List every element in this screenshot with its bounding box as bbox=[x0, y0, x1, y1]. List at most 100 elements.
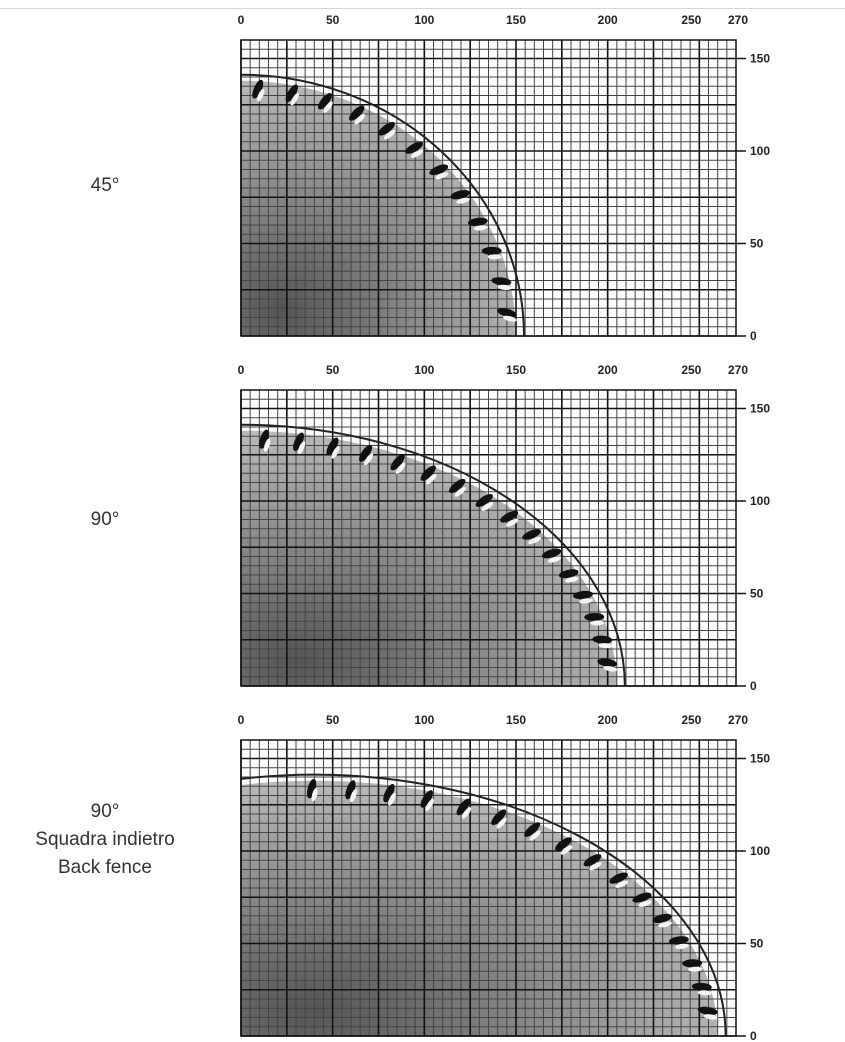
blade-tooth bbox=[541, 548, 562, 559]
blade-tooth-highlight bbox=[461, 807, 472, 819]
blade-tooth bbox=[349, 105, 365, 121]
angle-label: 90° Squadra indietro Back fence bbox=[0, 798, 210, 882]
x-tick-label: 250 bbox=[681, 713, 701, 727]
blade-tooth bbox=[500, 510, 519, 523]
x-tick-label: 200 bbox=[598, 713, 618, 727]
blade-tooth bbox=[669, 936, 689, 945]
blade-tooth-highlight bbox=[529, 830, 541, 841]
x-tick-label: 100 bbox=[414, 713, 434, 727]
x-tick-label: 100 bbox=[414, 363, 434, 377]
x-tick-label: 50 bbox=[326, 713, 340, 727]
blade-tooth bbox=[491, 277, 512, 286]
x-tick-label: 100 bbox=[414, 13, 434, 27]
x-tick-label: 0 bbox=[238, 713, 245, 727]
blade-tooth bbox=[450, 190, 470, 200]
blade-tooth bbox=[592, 635, 613, 644]
angle-label-line: Back fence bbox=[58, 857, 152, 878]
blade-tooth-highlight bbox=[263, 438, 271, 452]
x-tick-label: 150 bbox=[506, 13, 526, 27]
blade-tooth-highlight bbox=[473, 225, 488, 231]
angle-label-line: 90° bbox=[90, 801, 120, 822]
blade-tooth bbox=[609, 872, 628, 884]
blade-tooth bbox=[345, 780, 356, 800]
blade-tooth-highlight bbox=[331, 446, 340, 459]
blade-tooth-highlight bbox=[674, 943, 689, 950]
blade-teeth bbox=[306, 778, 718, 1020]
cut-limit-arc bbox=[240, 773, 727, 1037]
blade-tooth-highlight bbox=[481, 502, 494, 511]
y-tick-label: 50 bbox=[750, 587, 764, 601]
blade-tooth bbox=[429, 164, 449, 176]
blade-tooth-highlight bbox=[503, 315, 517, 322]
x-tick-label: 50 bbox=[326, 13, 340, 27]
blade-tooth bbox=[405, 141, 424, 154]
blade-tooth bbox=[573, 590, 593, 600]
blade-tooth-highlight bbox=[388, 792, 396, 806]
blade-teeth bbox=[259, 429, 618, 672]
blade-tooth-highlight bbox=[395, 462, 406, 474]
blade-tooth bbox=[652, 913, 672, 923]
blade-tooth bbox=[491, 809, 507, 826]
top-divider bbox=[0, 8, 845, 9]
y-tick-label: 100 bbox=[750, 144, 770, 158]
blade-tooth-highlight bbox=[425, 473, 437, 485]
blade-tooth-highlight bbox=[564, 576, 579, 583]
blade-tooth bbox=[449, 478, 466, 493]
blade-tooth-highlight bbox=[456, 197, 470, 204]
blade-tooth bbox=[558, 569, 579, 579]
blade-tooth bbox=[475, 494, 493, 507]
blade-tooth-highlight bbox=[528, 536, 542, 544]
x-tick-label: 150 bbox=[506, 363, 526, 377]
blade-tooth bbox=[456, 798, 471, 816]
blade-tooth-highlight bbox=[323, 101, 333, 113]
y-tick-label: 150 bbox=[750, 402, 770, 416]
blade-tooth bbox=[697, 1006, 718, 1016]
x-tick-label: 250 bbox=[681, 363, 701, 377]
y-tick-label: 50 bbox=[750, 937, 764, 951]
x-tick-label: 0 bbox=[238, 363, 245, 377]
blade-tooth-highlight bbox=[290, 93, 299, 106]
blade-tooth-highlight bbox=[257, 88, 265, 102]
blade-tooth bbox=[326, 437, 339, 456]
blade-tooth bbox=[584, 613, 605, 622]
blade-tooth bbox=[632, 892, 652, 903]
blade-tooth bbox=[524, 822, 541, 837]
blade-tooth bbox=[378, 121, 395, 136]
blade-tooth-highlight bbox=[615, 880, 629, 888]
x-tick-label: 50 bbox=[326, 363, 340, 377]
blade-tooth-highlight bbox=[688, 966, 703, 972]
blade-tooth-highlight bbox=[560, 845, 573, 855]
blade-tooth bbox=[467, 217, 488, 227]
blade-tooth bbox=[285, 84, 298, 103]
blade-tooth-highlight bbox=[410, 149, 424, 158]
cut-limit-arc bbox=[240, 73, 525, 337]
blade-tooth bbox=[555, 837, 572, 851]
blade-tooth bbox=[522, 529, 541, 540]
blade-tooth-highlight bbox=[496, 817, 507, 829]
blade-tooth bbox=[318, 93, 332, 110]
blade-tooth bbox=[383, 783, 395, 803]
blade-tooth bbox=[259, 429, 270, 449]
blade-tooth bbox=[682, 959, 703, 968]
blade-tooth-highlight bbox=[638, 900, 652, 907]
x-tick-label: 250 bbox=[681, 13, 701, 27]
blade-tooth bbox=[420, 465, 436, 481]
blade-tooth-highlight bbox=[487, 254, 502, 260]
blade-tooth bbox=[252, 79, 264, 99]
blade-tooth-highlight bbox=[354, 113, 366, 125]
blade-tooth-highlight bbox=[589, 862, 602, 871]
angle-label: 45° bbox=[0, 172, 210, 200]
x-tick-label: 200 bbox=[598, 13, 618, 27]
blade-tooth-highlight bbox=[383, 130, 396, 140]
blade-tooth bbox=[597, 658, 618, 668]
cut-limit-arc bbox=[240, 423, 626, 687]
blade-tooth-highlight bbox=[454, 487, 466, 497]
blade-tooth bbox=[420, 790, 433, 808]
blade-tooth bbox=[359, 444, 373, 462]
x-tick-label: 270 bbox=[728, 13, 748, 27]
blade-tooth-highlight bbox=[603, 665, 618, 672]
grid-frame bbox=[240, 39, 737, 337]
blade-tooth-highlight bbox=[364, 453, 374, 466]
